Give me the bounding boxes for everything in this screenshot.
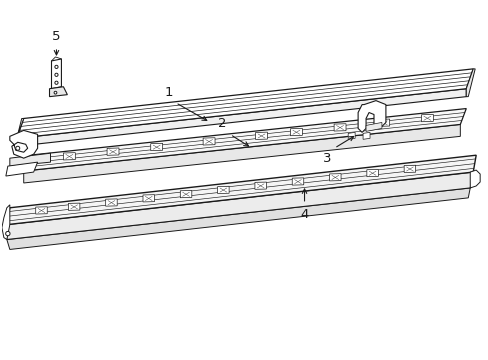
Text: 3: 3 bbox=[323, 152, 331, 165]
Circle shape bbox=[55, 81, 58, 84]
Polygon shape bbox=[180, 190, 191, 198]
Polygon shape bbox=[36, 207, 47, 214]
Polygon shape bbox=[366, 170, 378, 177]
Polygon shape bbox=[2, 205, 10, 239]
Polygon shape bbox=[421, 114, 432, 122]
Polygon shape bbox=[366, 122, 381, 131]
Text: 2: 2 bbox=[218, 117, 226, 130]
Polygon shape bbox=[329, 174, 340, 181]
Polygon shape bbox=[7, 188, 469, 249]
Circle shape bbox=[54, 91, 57, 94]
Polygon shape bbox=[403, 165, 415, 172]
Polygon shape bbox=[17, 69, 472, 138]
Polygon shape bbox=[377, 119, 389, 126]
Polygon shape bbox=[466, 69, 474, 96]
Polygon shape bbox=[357, 100, 385, 132]
Polygon shape bbox=[107, 148, 119, 155]
Polygon shape bbox=[217, 186, 229, 194]
Polygon shape bbox=[362, 132, 369, 139]
Polygon shape bbox=[68, 203, 80, 210]
Polygon shape bbox=[10, 153, 50, 166]
Polygon shape bbox=[51, 59, 61, 89]
Circle shape bbox=[6, 231, 10, 236]
Polygon shape bbox=[347, 132, 354, 139]
Polygon shape bbox=[469, 170, 479, 188]
Circle shape bbox=[55, 73, 58, 76]
Circle shape bbox=[16, 146, 20, 150]
Polygon shape bbox=[24, 109, 466, 171]
Polygon shape bbox=[255, 132, 267, 139]
Polygon shape bbox=[333, 124, 346, 131]
Text: 1: 1 bbox=[164, 86, 172, 99]
Polygon shape bbox=[63, 153, 75, 160]
Polygon shape bbox=[10, 130, 38, 158]
Polygon shape bbox=[292, 178, 303, 185]
Polygon shape bbox=[17, 89, 466, 146]
Polygon shape bbox=[105, 199, 117, 206]
Text: 5: 5 bbox=[52, 30, 61, 43]
Text: 4: 4 bbox=[300, 208, 308, 221]
Circle shape bbox=[55, 65, 58, 68]
Polygon shape bbox=[49, 87, 67, 96]
Polygon shape bbox=[150, 143, 163, 150]
Polygon shape bbox=[24, 125, 459, 183]
Polygon shape bbox=[203, 138, 215, 145]
Polygon shape bbox=[7, 172, 472, 239]
Polygon shape bbox=[290, 129, 302, 136]
Polygon shape bbox=[142, 195, 154, 202]
Polygon shape bbox=[7, 155, 475, 225]
Polygon shape bbox=[15, 118, 24, 146]
Polygon shape bbox=[6, 162, 38, 176]
Polygon shape bbox=[254, 182, 266, 189]
